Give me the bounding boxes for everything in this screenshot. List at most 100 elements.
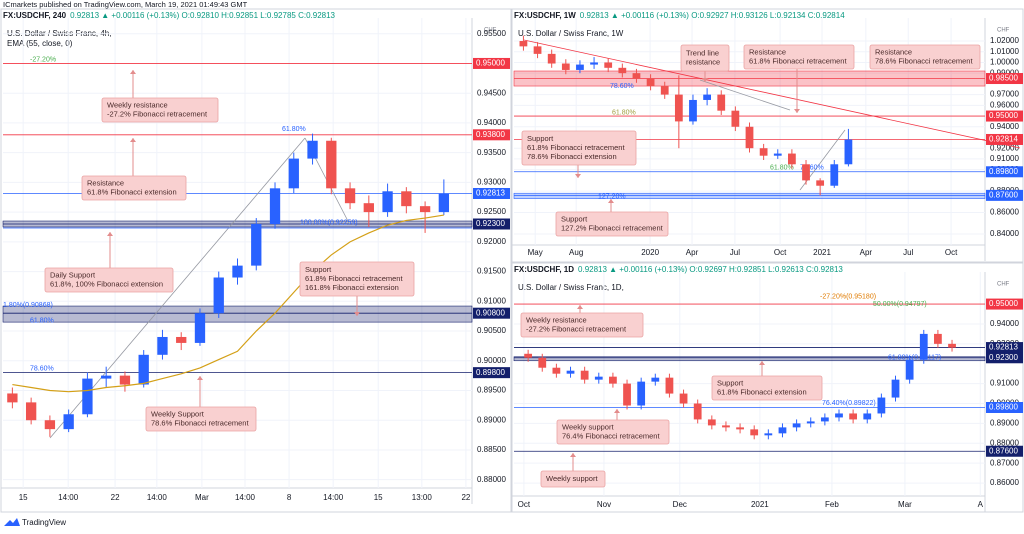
annotation-text: Resistance [749,47,786,56]
y-tick-label: 0.95500 [477,29,506,38]
annotation-box [520,312,644,338]
symbol: FX:USDCHF, 240 [3,11,67,20]
candle-body [82,378,93,415]
candle-body [547,53,556,64]
candle-body [707,419,716,426]
axis-unit: CHF [997,28,1010,34]
level-tag [473,129,510,141]
fib-label: 78.60% [610,83,634,90]
candle-body [604,62,613,68]
candle-body [773,153,782,156]
annotation-text: Daily Support [50,270,96,279]
candle-body [905,359,914,380]
y-tick-label: 0.84000 [990,229,1019,238]
level-label: 0.90800 [476,308,505,317]
x-tick-label: 2021 [751,500,769,509]
candle-body [665,377,674,394]
fib-label: 100.00%(0.92259) [300,219,358,226]
drawing-line [699,79,791,111]
annotation-box [81,175,187,201]
annotation-text: 161.8% Fibonacci extension [305,283,399,292]
candle-body [717,94,726,111]
annotation-text: -27.2% Fibonacci retracement [526,324,627,333]
level-band [513,192,986,199]
annotation-arrow [570,453,576,457]
x-tick-label: A [978,500,984,509]
x-tick-label: Oct [518,500,531,509]
x-tick-label: 8 [287,493,292,502]
candle-body [722,425,730,428]
fib-label: 127.20% [598,194,626,201]
candle-body [176,336,187,343]
annotation-arrow [702,78,708,82]
candle-body [251,224,262,266]
y-tick-label: 1.01000 [990,47,1019,56]
y-tick-label: 0.89000 [477,415,506,424]
level-band [2,305,473,323]
annotation-text: Resistance [875,47,912,56]
fib-label: 61.80% [30,317,54,324]
x-tick-label: Oct [945,248,958,257]
axis-unit: CHF [484,28,497,34]
quote: 0.92813 ▲ +0.00116 (+0.13%) O:0.92927 H:… [580,11,845,20]
candle-body [948,343,956,348]
candle-body [363,203,374,213]
y-tick-label: 0.87000 [990,458,1019,467]
annotation-text: Weekly support [546,474,598,483]
candle-body [674,94,683,122]
candle-body [326,140,337,189]
y-tick-label: 0.91000 [477,296,506,305]
level-tag [986,166,1023,178]
level-tag [473,367,510,379]
annotation-box [521,130,637,166]
y-tick-label: 0.92500 [477,207,506,216]
annotation-box [743,44,855,70]
annotation-arrow [354,312,360,316]
candle-body [576,64,584,70]
level-label: 0.95000 [989,299,1018,308]
x-tick-label: Oct [774,248,787,257]
candle-body [194,313,206,343]
level-band [513,356,986,362]
x-tick-label: Feb [825,500,839,509]
headers: FX:USDCHF, 240 0.92813 ▲ +0.00116 (+0.13%… [3,11,845,274]
level-label: 0.95000 [476,59,505,68]
annotation-text: resistance [686,57,720,66]
brand-logo: TradingView [4,518,66,527]
level-tag [986,298,1023,310]
candle-body [792,423,801,428]
fib-label: 61.80%(0.92117) [888,354,941,361]
annotation-text: Trend line [686,48,719,57]
annotation-text: 78.6% Fibonacci retracement [151,418,249,427]
annotation-text: 61.8% Fibonacci retracement [305,274,403,283]
fib-label: 78.60% [800,165,824,172]
x-tick-label: Nov [597,500,611,509]
annotation-box [44,267,174,293]
candle-body [552,367,561,374]
annotation-text: 78.6% Fibonacci retracement [875,56,973,65]
candle-body [806,421,815,424]
level-label: 0.87600 [989,446,1018,455]
annotation-arrow [794,109,800,113]
annotation-text: Weekly resistance [526,315,587,324]
fib-label: 1.80%(0.90868) [3,302,53,309]
x-tick-label: 22 [111,493,120,502]
x-tick-label: 13:00 [412,493,433,502]
candle-body [750,429,759,436]
annotation-text: 61.8% Fibonacci extension [87,187,177,196]
chart: U.S. Dollar / Swiss Franc, 4h,EMA (55, c… [1,18,510,504]
candle-body [919,333,928,360]
y-tick-label: 0.96000 [990,100,1019,109]
drawing-line [523,39,1021,149]
annotation-box [556,419,670,445]
annotation-box [555,211,669,237]
chart-title: U.S. Dollar / Swiss Franc, 1D, [518,283,624,292]
candle-body [524,353,533,358]
candle-body [689,99,697,122]
panel-frame [511,262,1024,513]
y-tick-label: 0.89000 [990,419,1019,428]
annotation-text: 61.8% Fibonacci extension [717,387,807,396]
level-tag [986,342,1023,354]
annotation-text: -27.2% Fibonacci retracement [107,109,208,118]
annotation-arrow [577,305,583,309]
